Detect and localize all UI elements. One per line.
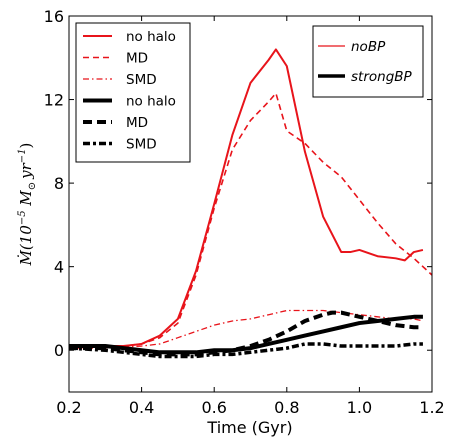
plot-frame <box>68 15 433 393</box>
y-tick-label: 8 <box>54 174 64 193</box>
ylabel-yr: yr <box>17 162 35 179</box>
y-tick-label: 12 <box>44 91 64 110</box>
legend-lines: no halo MD SMD no halo MD SMD <box>75 22 191 163</box>
x-tick-label: 0.6 <box>201 398 226 417</box>
svg-text:Ṁ(10−5 M⊙yr−1): Ṁ(10−5 M⊙ yr−1) <box>17 143 38 267</box>
x-tick-label: 0.8 <box>274 398 299 417</box>
y-tick-label: 4 <box>54 258 64 277</box>
x-tick-label: 1.2 <box>419 398 444 417</box>
x-tick-label: 0.2 <box>56 398 81 417</box>
series-strongBP-smd <box>69 342 423 359</box>
y-axis-title: Ṁ(10−5 M⊙ yr−1) <box>17 143 38 267</box>
ylabel-mid: M <box>17 190 35 211</box>
legend-label-strongBP: strongBP <box>351 69 413 85</box>
series-layer <box>69 48 432 359</box>
legend-label-noBP-md: MD <box>126 51 148 67</box>
legend-label-strongBP-md: MD <box>126 115 148 131</box>
legend-label-strongBP-no-halo: no halo <box>126 94 176 110</box>
y-tick-label: 0 <box>54 341 64 360</box>
legend-groups: noBP strongBP <box>312 25 424 98</box>
series-noBP-smd <box>69 309 424 349</box>
x-axis-title: Time (Gyr) <box>206 418 292 437</box>
legend-lines-box <box>75 22 191 163</box>
legend-label-noBP-smd: SMD <box>126 72 157 88</box>
ylabel-main: Ṁ(10 <box>17 225 35 267</box>
x-tick-label: 0.4 <box>129 398 154 417</box>
ylabel-exp2: −1 <box>17 148 28 163</box>
y-tick-label: 16 <box>44 7 64 26</box>
ticks-layer <box>68 15 433 392</box>
ylabel-close: ) <box>17 143 35 149</box>
legend-label-noBP: noBP <box>351 39 386 55</box>
series-noBP-no-halo <box>69 48 424 348</box>
ylabel-exp1: −5 <box>17 210 28 225</box>
x-tick-label: 1.0 <box>347 398 372 417</box>
series-strongBP-no-halo <box>69 314 423 355</box>
ylabel-sun: ⊙ <box>27 182 38 190</box>
legend-label-strongBP-smd: SMD <box>126 137 157 153</box>
legend-groups-box <box>312 25 424 98</box>
tick-labels-layer: 0.2 0.4 0.6 0.8 1.0 1.2 0 4 8 12 16 <box>44 7 445 417</box>
series-strongBP-md <box>69 310 423 357</box>
legend-label-noBP-no-halo: no halo <box>126 29 176 45</box>
